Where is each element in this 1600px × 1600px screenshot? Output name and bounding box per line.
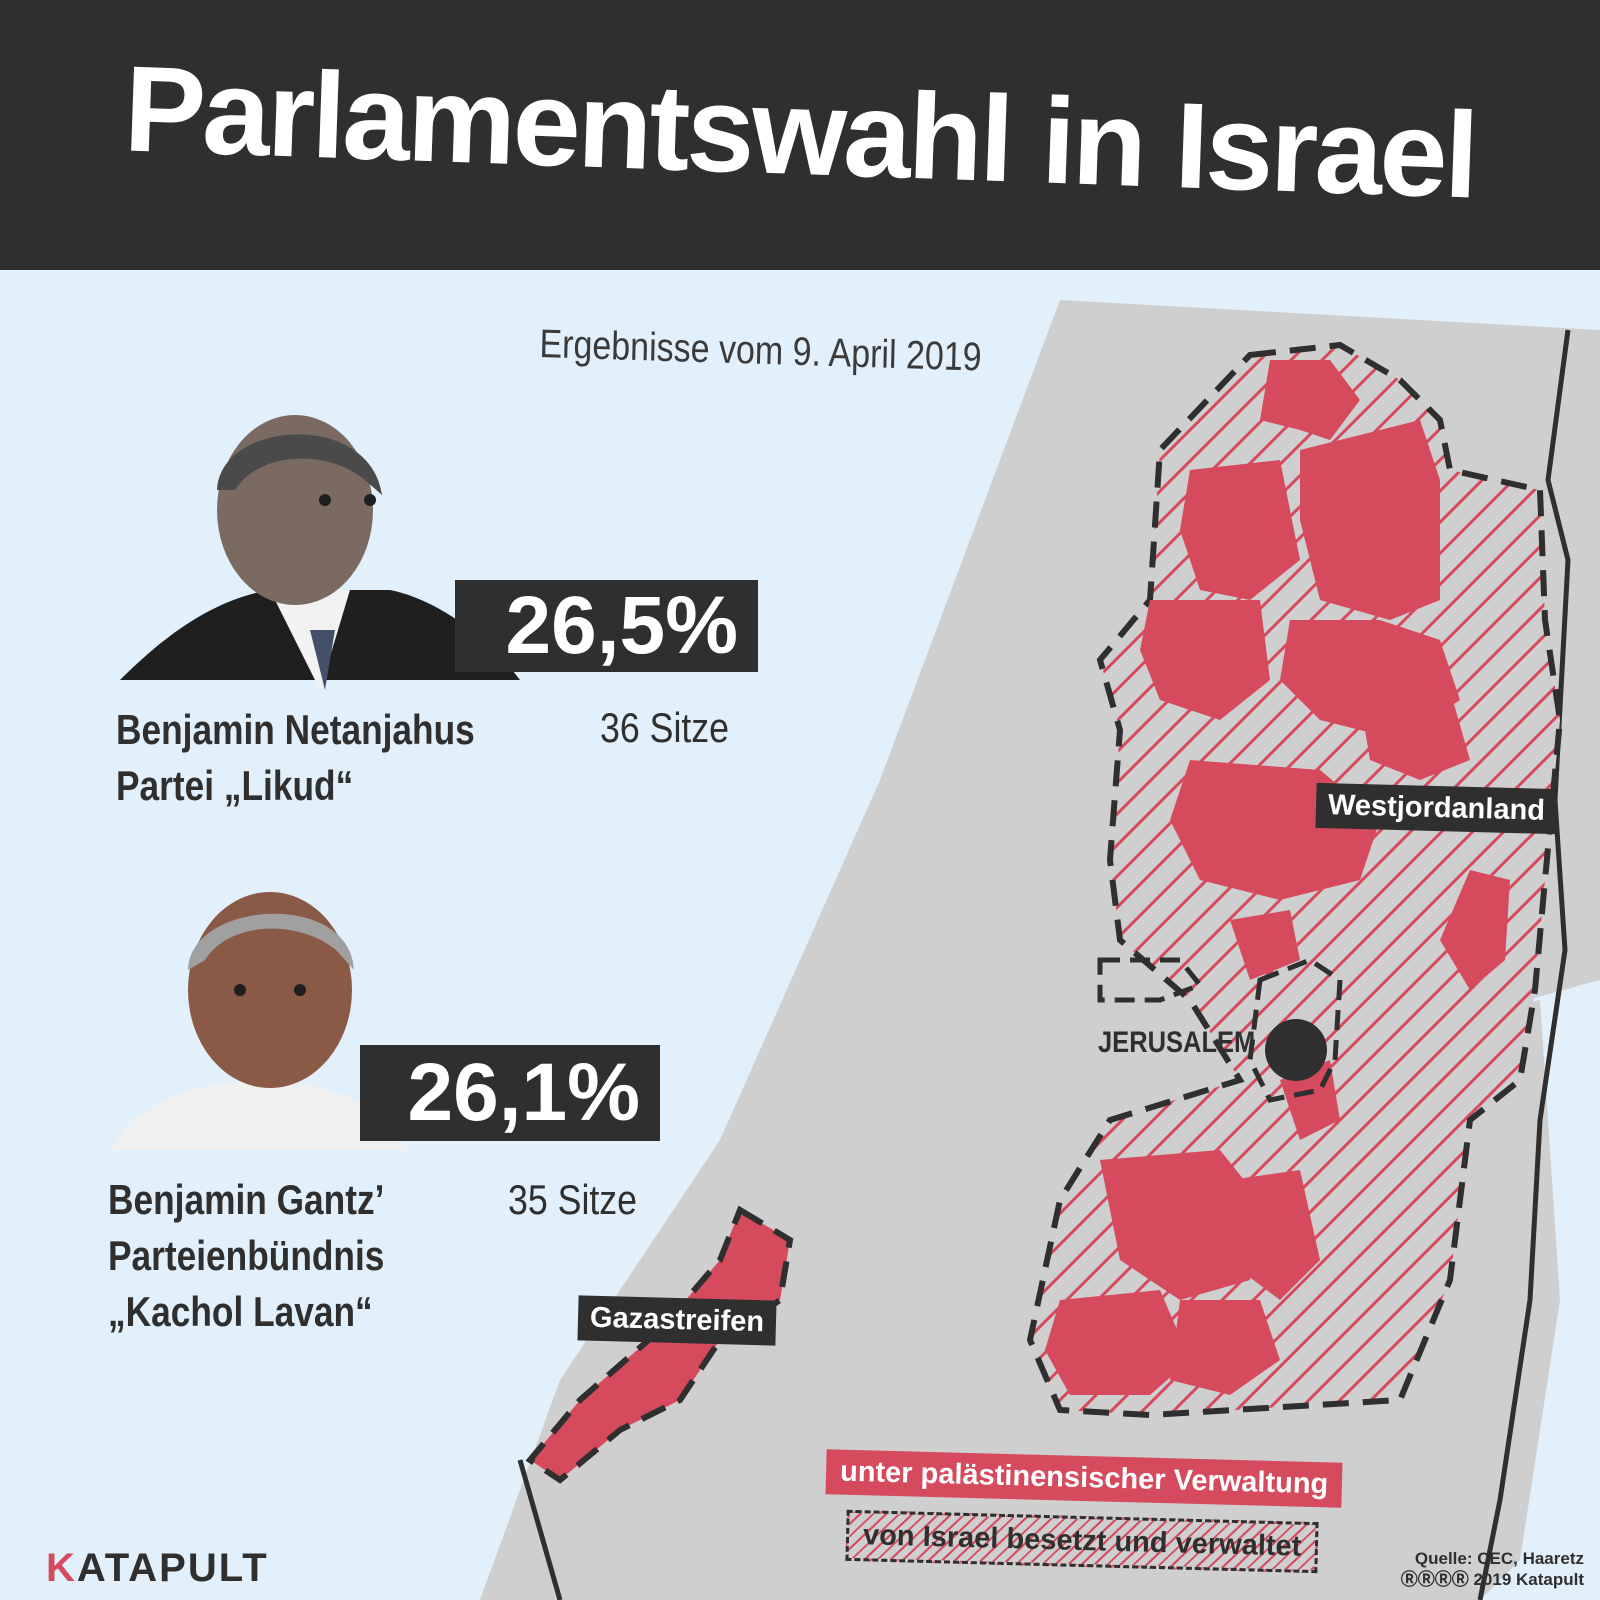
likud-percent: 26,5% — [455, 580, 758, 672]
pa-area — [1100, 1150, 1260, 1300]
pa-area — [1440, 870, 1510, 990]
pa-area — [1140, 600, 1270, 720]
party-line: Parteienbündnis — [108, 1232, 385, 1279]
pa-area — [1300, 420, 1440, 620]
pa-area — [1260, 360, 1360, 440]
likud-party-label: Benjamin Netanjahus Partei „Likud“ — [116, 702, 475, 814]
pa-area — [1180, 460, 1300, 600]
kachol-lavan-party-label: Benjamin Gantz’ Parteienbündnis „Kachol … — [108, 1172, 384, 1340]
pa-area — [1230, 1170, 1320, 1300]
dead-sea — [1480, 980, 1600, 1600]
source-note: Quelle: CEC, Haaretz ⓇⓇⓇⓇ 2019 Katapult — [1401, 1548, 1584, 1590]
party-line: Benjamin Netanjahus — [116, 706, 475, 753]
westbank-label: Westjordanland — [1315, 782, 1558, 835]
palestinian-areas — [1045, 360, 1510, 1395]
gaza-border — [517, 1459, 563, 1600]
party-line: „Kachol Lavan“ — [108, 1288, 373, 1335]
likud-seats: 36 Sitze — [600, 704, 730, 751]
netanjahu-portrait — [120, 415, 520, 690]
jordan-river — [1477, 329, 1571, 1600]
source-line: Quelle: CEC, Haaretz — [1414, 1549, 1584, 1568]
katapult-logo: KATAPULT — [46, 1546, 269, 1591]
pa-area — [1360, 690, 1470, 780]
pa-area — [1230, 910, 1300, 980]
kachol-lavan-seats: 35 Sitze — [508, 1176, 638, 1223]
pa-area — [1045, 1290, 1190, 1395]
gaza-label: Gazastreifen — [577, 1295, 777, 1346]
title-bar — [0, 0, 1600, 270]
cc-license-icon: ⓇⓇⓇⓇ — [1400, 1570, 1474, 1589]
jerusalem-label: JERUSALEM — [1098, 1026, 1256, 1059]
kachol-lavan-percent: 26,1% — [360, 1045, 660, 1141]
copyright-line: ⓇⓇⓇⓇ 2019 Katapult — [1400, 1570, 1584, 1589]
jerusalem-boundary — [1247, 957, 1343, 1103]
pa-area — [1170, 1300, 1280, 1395]
gantz-portrait — [110, 892, 410, 1150]
jerusalem-marker — [1265, 1019, 1327, 1081]
party-line: Partei „Likud“ — [116, 762, 354, 809]
logo-letter-k: K — [46, 1546, 77, 1590]
party-line: Benjamin Gantz’ — [108, 1176, 385, 1223]
jerusalem-boundary — [1097, 957, 1205, 1003]
logo-text: ATAPULT — [76, 1546, 269, 1590]
